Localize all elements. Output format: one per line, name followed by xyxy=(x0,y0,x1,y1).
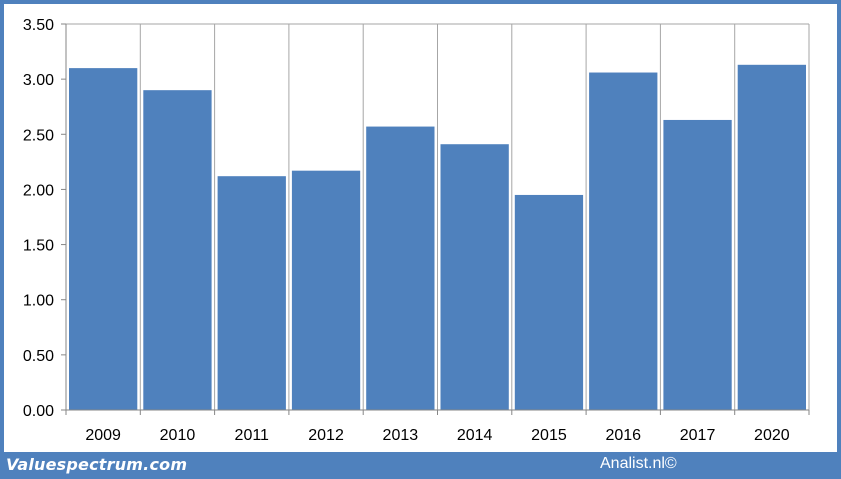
y-tick-label: 3.00 xyxy=(23,72,54,89)
bar-2011 xyxy=(217,176,286,410)
bar-2010 xyxy=(143,90,212,411)
y-tick-label: 2.50 xyxy=(23,127,54,144)
bar-2016 xyxy=(589,72,658,411)
y-tick-label: 1.50 xyxy=(23,238,54,255)
x-tick-label: 2010 xyxy=(160,427,196,444)
footer-site-name: Valuespectrum.com xyxy=(6,455,188,474)
x-tick-label: 2012 xyxy=(308,427,344,444)
x-tick-label: 2020 xyxy=(754,427,790,444)
x-tick-label: 2011 xyxy=(235,427,270,444)
bar-2015 xyxy=(514,194,584,410)
bars-layer xyxy=(69,64,806,411)
x-tick-label: 2015 xyxy=(531,427,567,444)
grid-layer xyxy=(66,23,810,410)
x-tick-label: 2016 xyxy=(605,427,641,444)
bar-2014 xyxy=(440,144,509,410)
x-tick-label: 2017 xyxy=(680,427,716,444)
labels-layer: 0.00 0.50 1.00 1.50 2.00 2.50 3.00 3.50 2009 2010… xyxy=(23,17,790,444)
bar-2013 xyxy=(366,126,435,411)
x-tick-label: 2009 xyxy=(85,427,121,444)
footer-credit: Analist.nl© xyxy=(600,455,677,472)
bar-2020 xyxy=(737,64,806,410)
y-tick-label: 0.00 xyxy=(23,403,54,420)
x-tick-label: 2014 xyxy=(457,427,493,444)
bar-2009 xyxy=(69,68,138,410)
axes-layer xyxy=(61,23,810,415)
y-tick-label: 0.50 xyxy=(23,348,54,365)
bar-2017 xyxy=(663,119,732,410)
y-tick-label: 1.00 xyxy=(23,293,54,310)
y-tick-label: 2.00 xyxy=(23,182,54,199)
y-tick-label: 3.50 xyxy=(23,17,54,34)
x-tick-label: 2013 xyxy=(383,427,419,444)
bar-2012 xyxy=(291,170,361,410)
